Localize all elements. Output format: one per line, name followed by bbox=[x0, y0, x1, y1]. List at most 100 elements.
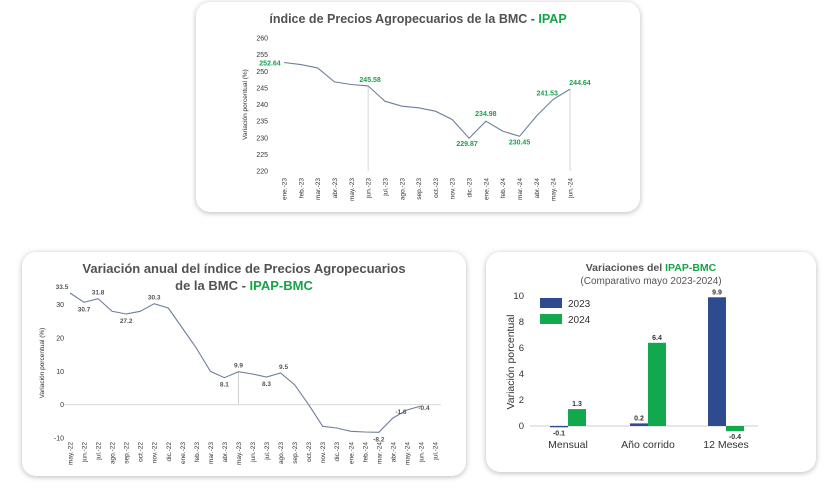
y-tick-label: 4 bbox=[519, 369, 524, 380]
ipap-chart-title: índice de Precios Agropecuarios de la BM… bbox=[269, 12, 567, 26]
x-tick-label: jun.-24 bbox=[418, 442, 425, 463]
x-tick-label: ago.-22 bbox=[110, 442, 117, 464]
x-tick-label: ago.-23 bbox=[399, 178, 406, 200]
data-label: 8.1 bbox=[220, 382, 229, 389]
data-label: 230.45 bbox=[509, 139, 531, 146]
x-tick-label: jun.-22 bbox=[82, 442, 89, 463]
ipap-chart-card: índice de Precios Agropecuarios de la BM… bbox=[196, 2, 640, 212]
legend-swatch-2024 bbox=[540, 314, 562, 324]
x-tick-label: mar.-23 bbox=[208, 442, 215, 464]
series-line bbox=[69, 292, 422, 433]
data-label: 30.3 bbox=[148, 295, 161, 302]
x-tick-label: abr.-24 bbox=[390, 442, 397, 463]
x-tick-label: sep.-22 bbox=[124, 442, 131, 464]
y-tick-label: 6 bbox=[519, 343, 524, 354]
y-tick-label: 20 bbox=[56, 336, 64, 343]
x-tick-label: oct.-22 bbox=[138, 442, 145, 462]
x-tick-label: may.-24 bbox=[404, 442, 411, 465]
y-tick-label: 10 bbox=[513, 291, 524, 302]
annual-variation-line-chart: -10 0 10 20 30 Variación porcentual (%) may.-2… bbox=[39, 284, 441, 465]
data-label: -1.6 bbox=[395, 409, 407, 416]
y-tick-label: 225 bbox=[256, 152, 268, 159]
x-category-label: Mensual bbox=[548, 439, 588, 451]
x-tick-label: abr.-24 bbox=[534, 178, 541, 199]
x-tick-label: ene.-24 bbox=[348, 442, 355, 464]
ipap-line-chart: 220 225 230 235 240 245 250 255 260 Variación por… bbox=[242, 36, 591, 202]
y-tick-label: 230 bbox=[256, 135, 268, 142]
y-tick-label: 2 bbox=[519, 395, 524, 406]
y-tick-label: 255 bbox=[256, 52, 268, 59]
bar-2023 bbox=[630, 423, 648, 426]
y-tick-label: 245 bbox=[256, 85, 268, 92]
annual-variation-chart-title: Variación anual del índice de Precios Ag… bbox=[82, 261, 406, 293]
y-tick-label: 8 bbox=[519, 317, 524, 328]
x-tick-label: nov.-23 bbox=[320, 442, 327, 464]
series-line bbox=[283, 61, 571, 140]
data-label: 241.53 bbox=[536, 90, 558, 97]
legend-label: 2023 bbox=[568, 299, 591, 310]
data-label: 234.98 bbox=[475, 111, 497, 118]
x-tick-label: ene.-24 bbox=[483, 178, 490, 200]
data-label: 229.87 bbox=[456, 141, 478, 148]
x-tick-label: ene.-23 bbox=[180, 442, 187, 464]
y-tick-label: 250 bbox=[256, 69, 268, 76]
bar-2024 bbox=[648, 342, 666, 426]
data-label: 9.9 bbox=[234, 363, 243, 370]
x-tick-label: dic.-23 bbox=[467, 178, 474, 198]
y-axis-label: Variación porcentual bbox=[505, 315, 517, 410]
data-label: 245.58 bbox=[359, 77, 381, 84]
data-label: 9.5 bbox=[279, 364, 288, 371]
x-tick-label: mar.-24 bbox=[376, 442, 383, 464]
x-tick-label: nov.-23 bbox=[450, 178, 457, 200]
bar-value-label: -0.4 bbox=[729, 434, 741, 441]
x-category-label: 12 Meses bbox=[703, 439, 749, 451]
x-tick-label: feb.-24 bbox=[362, 442, 369, 463]
x-tick-label: jul.-23 bbox=[382, 178, 389, 197]
x-tick-label: oct.-23 bbox=[433, 178, 440, 198]
x-tick-label: jul.-23 bbox=[264, 442, 271, 461]
x-tick-label: dic.-23 bbox=[334, 442, 341, 462]
comparison-chart-card: Variaciones del IPAP-BMC (Comparativo ma… bbox=[486, 252, 816, 472]
x-tick-label: may.-22 bbox=[68, 442, 75, 465]
data-label: 27.2 bbox=[120, 318, 133, 325]
comparison-bar-chart: 0 2 4 6 8 10 Variación porcentual -0.1 1.3 Mensua… bbox=[505, 289, 758, 451]
x-tick-label: mar.-23 bbox=[315, 178, 322, 200]
x-tick-label: abr.-23 bbox=[332, 178, 339, 199]
x-category-label: Año corrido bbox=[621, 439, 675, 451]
data-label: 30.7 bbox=[78, 306, 91, 313]
x-tick-label: jun.-24 bbox=[568, 178, 575, 199]
y-tick-label: 10 bbox=[56, 369, 64, 376]
y-tick-label: 235 bbox=[256, 119, 268, 126]
y-tick-label: 0 bbox=[519, 421, 524, 432]
x-tick-label: feb.-23 bbox=[298, 178, 305, 199]
bar-value-label: 1.3 bbox=[572, 401, 582, 408]
data-label: 244.64 bbox=[569, 80, 591, 87]
x-tick-label: sep.-23 bbox=[416, 178, 423, 200]
bar-2023 bbox=[708, 297, 726, 426]
x-tick-label: abr.-23 bbox=[222, 442, 229, 463]
bar-value-label: -0.1 bbox=[553, 430, 565, 437]
x-tick-label: may.-24 bbox=[551, 178, 558, 201]
y-tick-label: 260 bbox=[256, 36, 268, 43]
y-axis-label: Variación porcentual (%) bbox=[39, 328, 46, 399]
x-tick-label: nov.-22 bbox=[152, 442, 159, 464]
y-tick-label: 30 bbox=[56, 302, 64, 309]
data-label: 33.5 bbox=[56, 284, 69, 291]
x-tick-label: ago.-23 bbox=[278, 442, 285, 464]
x-tick-label: jul.-24 bbox=[433, 442, 440, 461]
bar-2024 bbox=[568, 409, 586, 426]
comparison-chart-title: Variaciones del IPAP-BMC bbox=[585, 262, 717, 274]
x-tick-label: oct.-23 bbox=[306, 442, 313, 462]
legend-swatch-2023 bbox=[540, 298, 562, 308]
x-tick-label: dic.-22 bbox=[166, 442, 173, 462]
y-tick-label: 240 bbox=[256, 102, 268, 109]
x-tick-label: ene.-23 bbox=[282, 178, 289, 200]
data-label: -0.4 bbox=[418, 405, 430, 412]
comparison-chart-subtitle: (Comparativo mayo 2023-2024) bbox=[580, 276, 722, 287]
bar-value-label: 6.4 bbox=[652, 335, 662, 342]
x-tick-label: jun.-23 bbox=[250, 442, 257, 463]
x-tick-label: mar.-24 bbox=[517, 178, 524, 200]
bar-2024 bbox=[726, 426, 744, 432]
x-tick-label: sep.-23 bbox=[292, 442, 299, 464]
y-axis-label: Variación porcentual (%) bbox=[242, 69, 249, 140]
